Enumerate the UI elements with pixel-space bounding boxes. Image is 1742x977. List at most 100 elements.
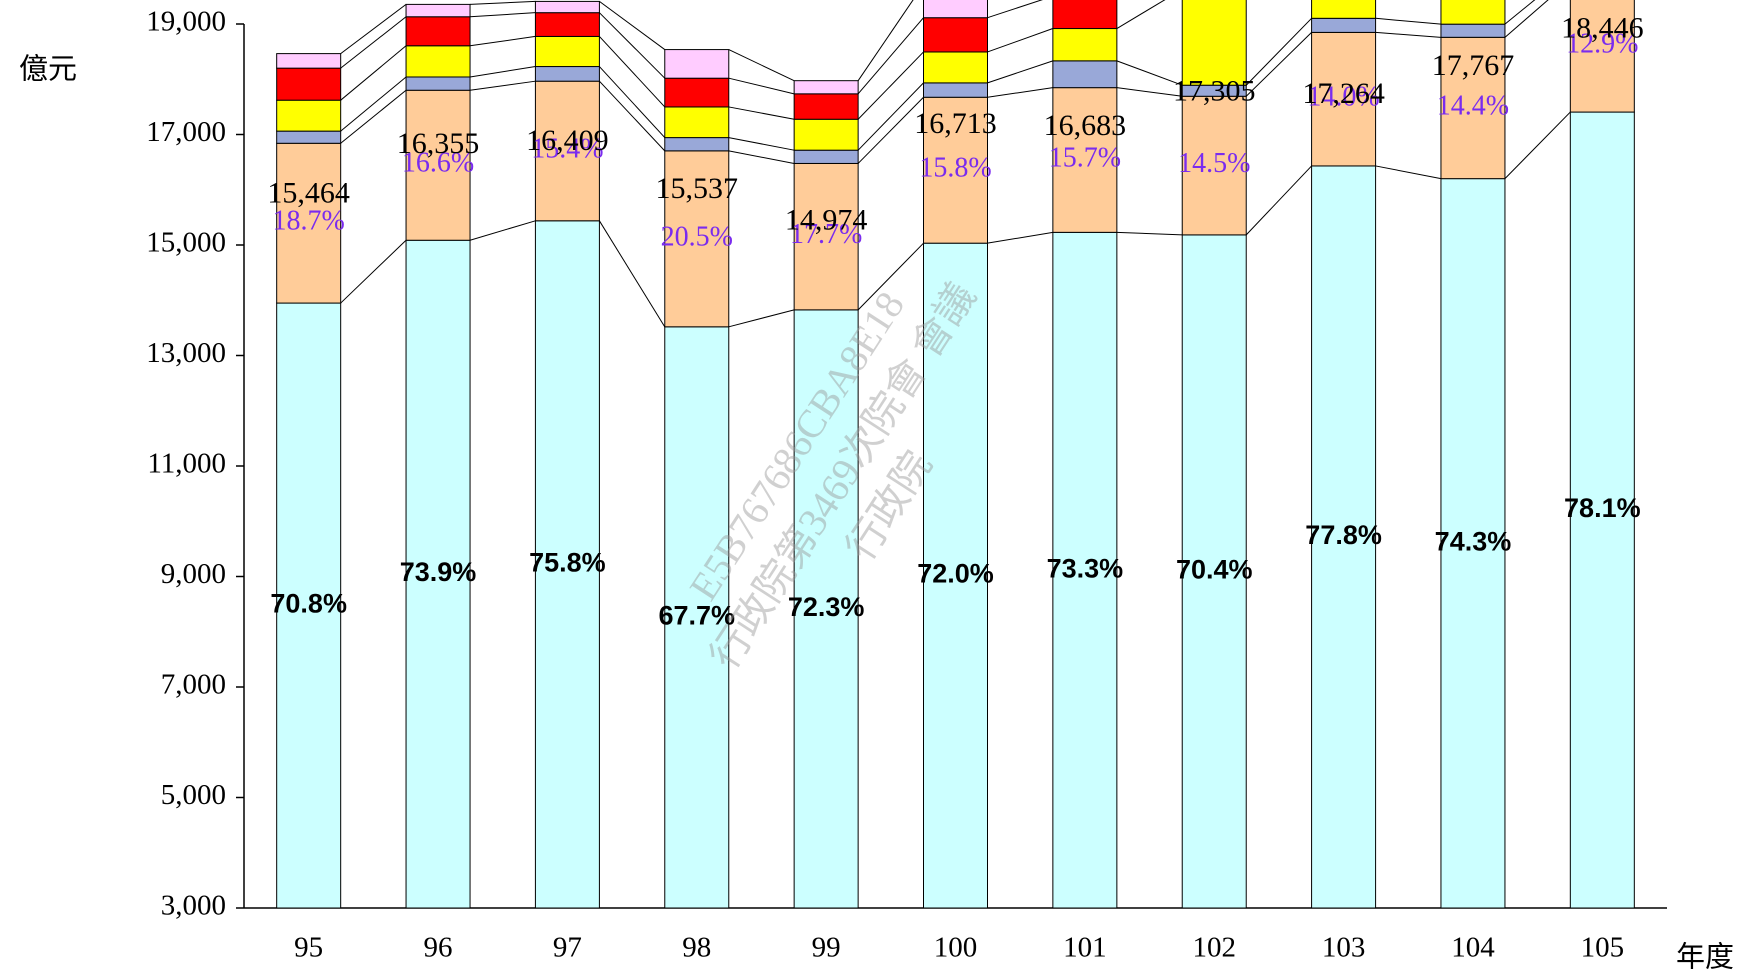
total-label: 16,409 (526, 124, 609, 157)
data-label: 14.4% (1437, 90, 1509, 121)
connector-line (1504, 111, 1571, 179)
bar-segment (1052, 28, 1118, 62)
x-axis-label: 年度 (1676, 941, 1734, 974)
connector-line (987, 231, 1053, 244)
y-tick-label: 15,000 (146, 227, 226, 259)
data-label: 16.6% (402, 148, 474, 179)
total-label: 16,355 (397, 127, 480, 160)
connector-line (1116, 0, 1166, 29)
data-label: 73.3% (1047, 553, 1124, 583)
connector-line (599, 12, 666, 79)
data-label: 12.9% (1566, 29, 1638, 60)
connector-line (987, 0, 1043, 19)
bar-segment (276, 142, 342, 304)
bar-segment (793, 149, 859, 164)
x-tick-label: 95 (294, 932, 323, 964)
connector-line (1375, 165, 1442, 180)
total-label: 17,767 (1432, 49, 1515, 82)
connector-line (728, 106, 795, 120)
bar-segment (405, 16, 471, 47)
bar-segment (1569, 111, 1635, 909)
x-tick-label: 97 (553, 932, 582, 964)
connector-line (728, 309, 795, 328)
connector-line (469, 66, 536, 78)
bar-segment (405, 45, 471, 78)
data-label: 73.9% (400, 557, 477, 587)
data-label: 75.8% (529, 548, 606, 578)
bar-segment (276, 302, 342, 909)
connector-line (728, 137, 795, 151)
data-label: 77.8% (1305, 520, 1382, 550)
bar-segment (1440, 36, 1506, 180)
y-tick-label: 7,000 (161, 669, 226, 701)
bar-segment (793, 93, 859, 120)
x-tick-label: 96 (424, 932, 453, 964)
x-tick-label: 103 (1322, 932, 1366, 964)
total-label: 15,537 (656, 172, 739, 205)
data-label: 72.0% (917, 559, 994, 589)
bar-segment (534, 35, 600, 68)
connector-line (1245, 17, 1312, 86)
connector-line (598, 220, 666, 328)
bar-segment (1440, 178, 1506, 909)
bar-segment (534, 80, 600, 222)
bar-segment (1569, 0, 1635, 113)
connector-line (857, 17, 924, 95)
data-label: 78.1% (1564, 493, 1641, 523)
bar-segment (923, 17, 988, 53)
data-label: 15.7% (1049, 142, 1121, 173)
bar-segment (405, 239, 471, 909)
data-label: 18.7% (273, 206, 345, 237)
connector-line (1245, 165, 1312, 236)
bar-segment (923, 96, 988, 244)
total-label: 16,683 (1044, 109, 1127, 142)
connector-line (599, 80, 666, 152)
connector-line (1116, 60, 1183, 86)
connector-line (1504, 0, 1536, 25)
bar-segment (1052, 60, 1118, 89)
connector-line (469, 220, 536, 241)
connector-line (728, 77, 795, 95)
bar-segment (276, 99, 342, 132)
bar-segment (534, 0, 600, 14)
bar-segment (793, 309, 859, 909)
bar-segment (1311, 31, 1377, 167)
connector-line (987, 87, 1053, 98)
data-label: 74.3% (1435, 526, 1512, 556)
y-tick-label: 17,000 (146, 116, 226, 148)
connector-line (987, 60, 1054, 84)
y-tick-label: 19,000 (146, 6, 226, 38)
bar-segment (664, 137, 730, 152)
total-label: 17,305 (1173, 75, 1256, 108)
total-label: 15,464 (267, 176, 350, 209)
connector-line (1504, 0, 1549, 38)
connector-line (599, 66, 666, 138)
bar-segment (1052, 87, 1118, 233)
connector-line (1116, 231, 1183, 236)
bar-segment (405, 76, 471, 91)
data-label: 15.8% (919, 153, 991, 184)
connector-line (340, 239, 407, 304)
bar-segment (276, 53, 342, 69)
bar-segment (534, 12, 600, 37)
connector-line (728, 49, 795, 82)
data-label: 20.5% (661, 221, 733, 252)
y-tick-label: 5,000 (161, 779, 226, 811)
data-label: 14.0% (1307, 82, 1379, 113)
data-label: 67.7% (658, 601, 735, 631)
bar-segment (1052, 0, 1118, 30)
y-axis-label: 億元 (19, 53, 77, 86)
bar-segment (1052, 231, 1118, 909)
bar-segment (1440, 23, 1506, 38)
bar-segment (534, 220, 600, 909)
data-label: 72.3% (788, 592, 865, 622)
connector-line (857, 242, 924, 311)
x-tick-label: 99 (812, 932, 841, 964)
data-label: 70.8% (270, 589, 347, 619)
connector-line (1245, 32, 1312, 97)
bar-segment (1181, 0, 1247, 86)
x-tick-label: 101 (1063, 932, 1107, 964)
bar-segment (664, 77, 730, 108)
connector-line (599, 1, 666, 50)
